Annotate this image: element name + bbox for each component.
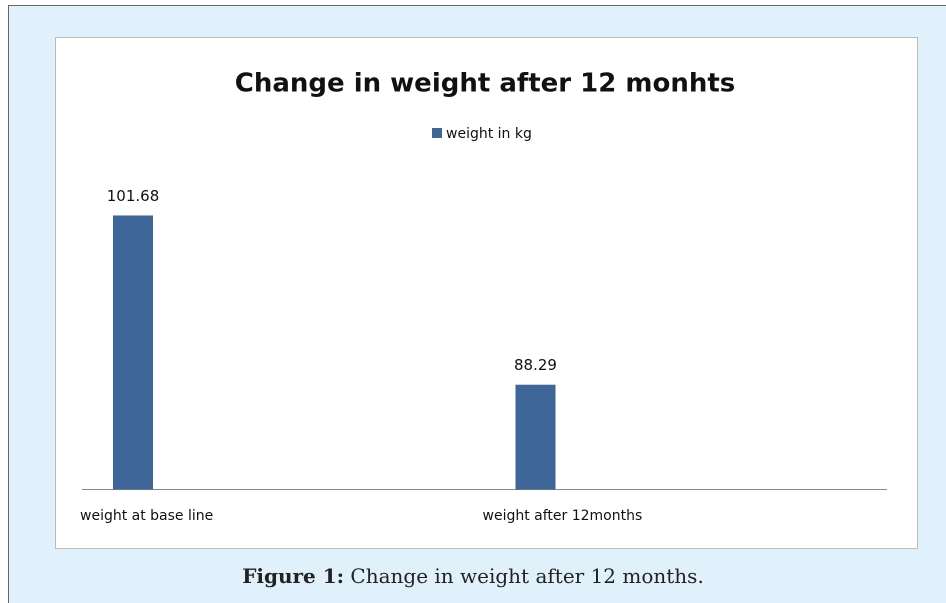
- caption-text: Change in weight after 12 months.: [350, 564, 703, 588]
- chart-title: Change in weight after 12 monhts: [235, 69, 736, 99]
- caption: Figure 1: Change in weight after 12 mont…: [242, 564, 704, 588]
- data-label: 88.29: [514, 356, 557, 374]
- data-label: 101.68: [107, 187, 160, 205]
- bar: [515, 384, 556, 490]
- x-tick-label: weight at base line: [80, 508, 213, 524]
- x-tick-label: weight after 12months: [483, 508, 643, 524]
- legend-label: weight in kg: [446, 126, 532, 142]
- caption-label: Figure 1:: [242, 564, 344, 588]
- chart-area: [55, 37, 918, 549]
- bar: [113, 215, 153, 490]
- legend-swatch: [432, 128, 442, 138]
